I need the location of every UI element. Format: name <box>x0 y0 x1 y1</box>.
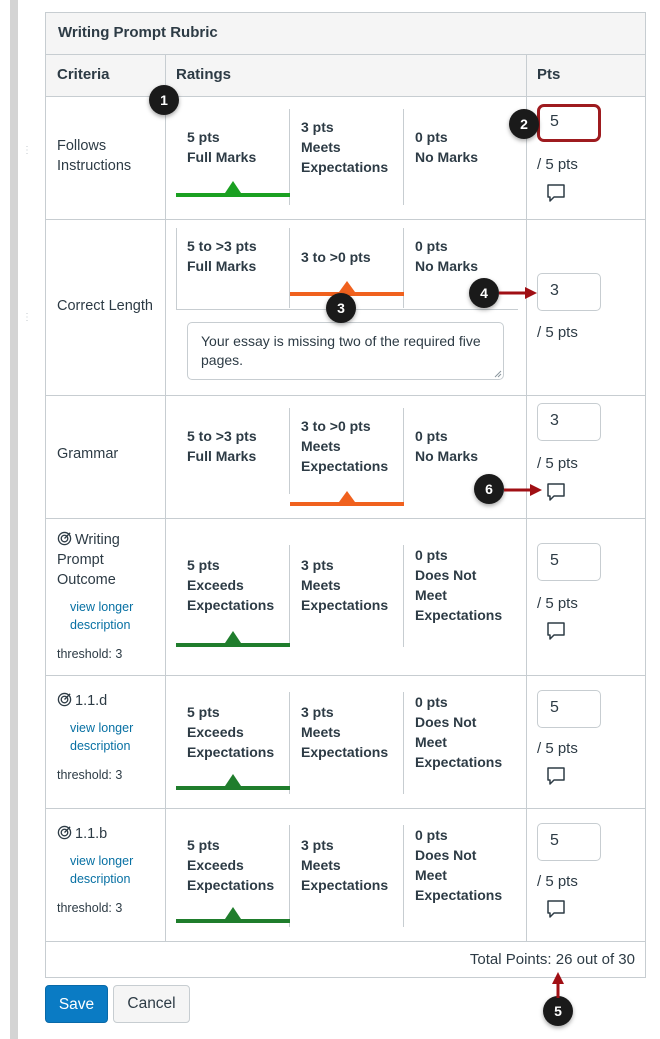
total-row: Total Points: 26 out of 30 <box>46 942 645 978</box>
rating-full-marks[interactable]: 5 to >3 pts Full Marks <box>176 408 290 494</box>
drag-grip-icon[interactable]: ⋮ <box>22 312 32 323</box>
callout-1: 1 <box>149 85 179 115</box>
total-points: Total Points: 26 out of 30 <box>469 951 635 968</box>
rating-no-marks[interactable]: 0 pts No Marks <box>415 428 479 464</box>
comment-icon[interactable] <box>546 183 566 203</box>
threshold-label: threshold: 3 <box>57 647 123 661</box>
points-input[interactable]: 3 <box>537 403 601 441</box>
pts-header: Pts <box>537 66 561 83</box>
rating-exceeds-expectations[interactable]: 5 pts Exceeds Expectations <box>176 692 290 794</box>
selected-rating-marker <box>225 181 241 193</box>
criterion-title: 1.1.b <box>57 824 157 844</box>
criterion-block: 1.1.d view longer description threshold: … <box>57 691 157 785</box>
selected-rating-marker <box>225 907 241 919</box>
comment-icon[interactable] <box>546 899 566 919</box>
rubric-row: Correct Length 5 to >3 pts Full Marks 3 t… <box>46 220 645 396</box>
selected-rating-bar <box>176 786 290 790</box>
drag-grip-icon[interactable]: ⋮ <box>22 145 32 156</box>
criterion-title: Grammar <box>57 446 119 462</box>
criterion-title: Writing Prompt Outcome <box>57 531 120 588</box>
rating-exceeds-expectations[interactable]: 5 pts Exceeds Expectations <box>176 825 290 927</box>
points-input[interactable]: 3 <box>537 273 601 311</box>
annotation-arrow <box>552 972 564 998</box>
rating-does-not-meet[interactable]: 0 pts Does Not Meet Expectations <box>415 694 503 770</box>
criterion-title: Correct Length <box>57 298 153 314</box>
left-rail <box>10 0 18 1039</box>
selected-rating-bar <box>176 919 290 923</box>
rubric-row: Follows Instructions 5 pts Full Marks 3 p… <box>46 97 645 220</box>
points-possible: / 5 pts <box>537 455 578 472</box>
selected-rating-marker <box>339 281 355 292</box>
points-input[interactable]: 5 <box>537 690 601 728</box>
resize-handle-icon[interactable] <box>494 370 502 378</box>
comment-icon[interactable] <box>546 621 566 641</box>
threshold-label: threshold: 3 <box>57 768 123 782</box>
view-longer-description-link[interactable]: view longer description <box>70 600 134 632</box>
rating-comment-box[interactable]: Your essay is missing two of the require… <box>187 322 504 380</box>
annotation-arrow <box>504 484 542 496</box>
points-possible: / 5 pts <box>537 595 578 612</box>
rating-does-not-meet[interactable]: 0 pts Does Not Meet Expectations <box>415 547 503 623</box>
points-possible: / 5 pts <box>537 156 578 173</box>
callout-2: 2 <box>509 109 539 139</box>
points-input[interactable]: 5 <box>537 104 601 142</box>
criterion-title: Follows Instructions <box>57 138 132 174</box>
view-longer-description-link[interactable]: view longer description <box>70 854 134 886</box>
points-input[interactable]: 5 <box>537 823 601 861</box>
outcome-target-icon <box>57 692 72 707</box>
criterion-block: 1.1.b view longer description threshold: … <box>57 824 157 918</box>
selected-rating-bar <box>290 502 404 506</box>
rubric-table: Writing Prompt Rubric Criteria Ratings P… <box>45 12 646 978</box>
rating-meets-expectations[interactable]: 3 pts Meets Expectations <box>290 825 404 927</box>
points-possible: / 5 pts <box>537 740 578 757</box>
callout-4: 4 <box>469 278 499 308</box>
rating-does-not-meet[interactable]: 0 pts Does Not Meet Expectations <box>415 827 503 903</box>
rubric-row: 1.1.d view longer description threshold: … <box>46 676 645 809</box>
cancel-button[interactable]: Cancel <box>113 985 190 1023</box>
criterion-title: 1.1.d <box>57 691 157 711</box>
points-possible: / 5 pts <box>537 324 578 341</box>
points-possible: / 5 pts <box>537 873 578 890</box>
comment-icon[interactable] <box>546 766 566 786</box>
outcome-target-icon <box>57 531 72 546</box>
selected-rating-bar <box>176 643 290 647</box>
callout-3: 3 <box>326 293 356 323</box>
callout-5: 5 <box>543 996 573 1026</box>
comment-icon[interactable] <box>546 482 566 502</box>
rubric-row: Grammar 5 to >3 pts Full Marks 3 to >0 pt… <box>46 396 645 519</box>
rating-full-marks[interactable]: 5 to >3 pts Full Marks <box>176 228 290 308</box>
view-longer-description-link[interactable]: view longer description <box>70 721 134 753</box>
rating-exceeds-expectations[interactable]: 5 pts Exceeds Expectations <box>176 545 290 647</box>
selected-rating-bar <box>176 193 290 197</box>
rating-partial[interactable]: 3 to >0 pts Meets Expectations <box>290 408 404 506</box>
rating-no-marks[interactable]: 0 pts No Marks <box>415 129 479 165</box>
rating-meets-expectations[interactable]: 3 pts Meets Expectations <box>290 545 404 647</box>
criterion-block: Writing Prompt Outcome view longer descript… <box>57 530 157 664</box>
callout-6: 6 <box>474 474 504 504</box>
ratings-header: Ratings <box>176 66 232 83</box>
rating-meets-expectations[interactable]: 3 pts Meets Expectations <box>290 692 404 794</box>
rubric-header-row: Criteria Ratings Pts <box>46 55 645 97</box>
rating-no-marks[interactable]: 0 pts No Marks <box>415 238 479 274</box>
selected-rating-marker <box>225 774 241 786</box>
rating-full-marks[interactable]: 5 pts Full Marks <box>176 109 290 205</box>
rubric-row: Writing Prompt Outcome view longer descript… <box>46 519 645 676</box>
selected-rating-marker <box>339 491 355 502</box>
points-input[interactable]: 5 <box>537 543 601 581</box>
outcome-target-icon <box>57 825 72 840</box>
selected-rating-marker <box>225 631 241 643</box>
rubric-row: 1.1.b view longer description threshold: … <box>46 809 645 942</box>
rubric-title: Writing Prompt Rubric <box>46 13 645 55</box>
criteria-header: Criteria <box>57 66 110 83</box>
save-button[interactable]: Save <box>45 985 108 1023</box>
rating-meets-expectations[interactable]: 3 pts Meets Expectations <box>290 109 404 205</box>
threshold-label: threshold: 3 <box>57 901 123 915</box>
annotation-arrow <box>499 287 537 299</box>
